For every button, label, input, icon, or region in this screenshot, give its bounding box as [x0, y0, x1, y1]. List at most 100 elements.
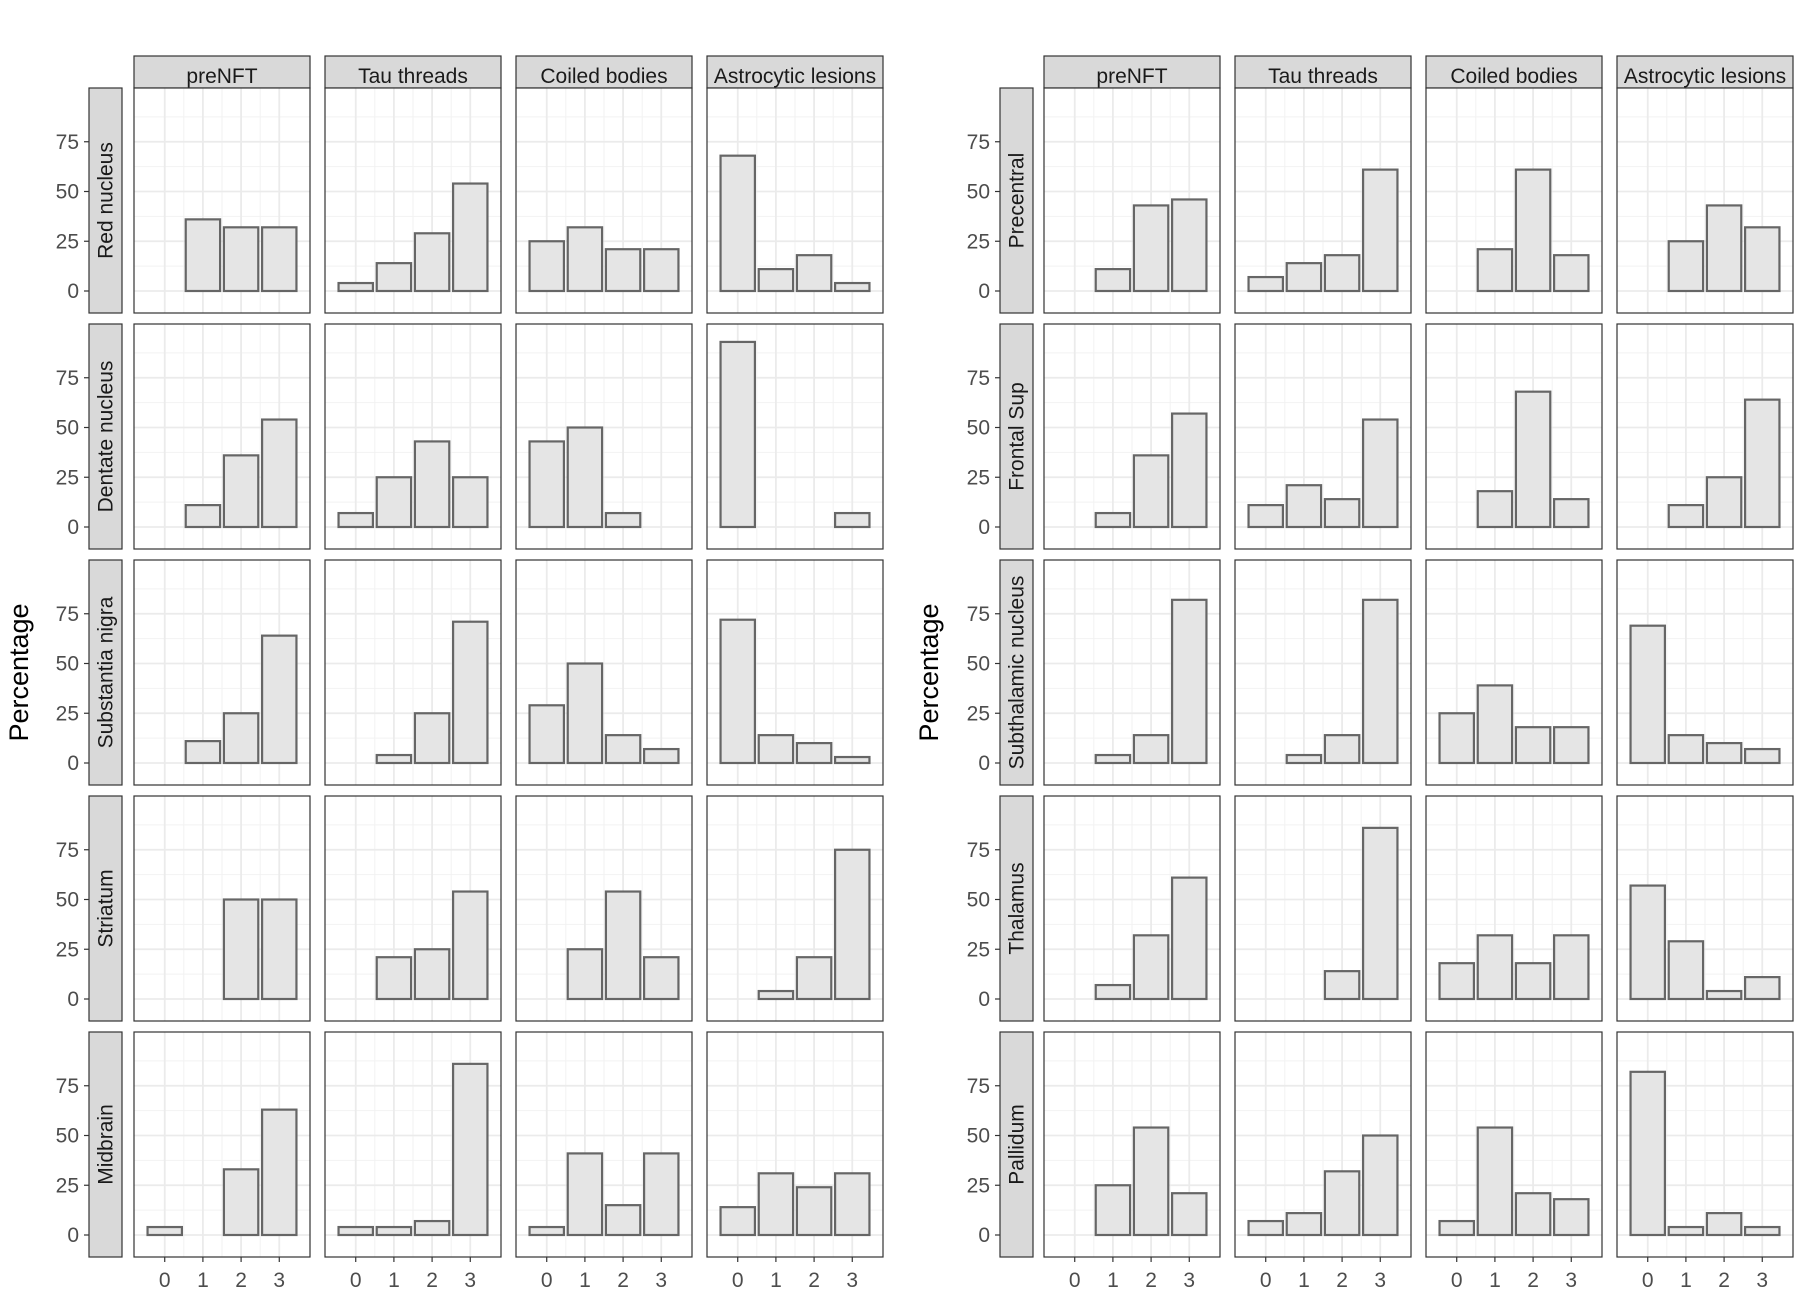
y-tick-label: 50: [967, 417, 990, 440]
bar: [1476, 684, 1514, 765]
y-tick-label: 25: [56, 938, 79, 961]
y-tick-label: 75: [967, 131, 990, 154]
bar: [1132, 1126, 1170, 1237]
bar: [1132, 204, 1170, 293]
panel: [324, 559, 502, 786]
bar: [1743, 226, 1781, 293]
panel: [324, 795, 502, 1022]
bar: [1094, 268, 1132, 293]
row-strip: [999, 559, 1034, 786]
bar: [833, 848, 871, 1001]
column-label: Tau threads: [358, 65, 468, 88]
bar: [1170, 598, 1208, 765]
y-tick-label: 75: [967, 367, 990, 390]
bar: [795, 956, 833, 1001]
x-tick-label: 0: [1642, 1269, 1654, 1292]
panel: [515, 795, 693, 1022]
y-axis-title: Percentage: [914, 603, 944, 741]
bar: [719, 340, 757, 529]
column-strip: [1043, 55, 1221, 89]
bar: [1285, 262, 1323, 293]
row-label: Midbrain: [95, 1104, 118, 1185]
x-tick-label: 1: [197, 1269, 209, 1292]
bar: [222, 454, 260, 529]
panel-border: [706, 795, 884, 1022]
bar: [833, 281, 871, 293]
y-tick-label: 25: [56, 230, 79, 253]
bar: [1552, 254, 1590, 293]
bar: [1438, 962, 1476, 1001]
bar: [719, 618, 757, 765]
bar: [1132, 734, 1170, 765]
bar: [833, 1172, 871, 1237]
panel-border: [706, 559, 884, 786]
bar: [757, 1172, 795, 1237]
bar: [1667, 1225, 1705, 1237]
panel-border: [1043, 87, 1221, 314]
bar: [1552, 726, 1590, 765]
panel: [1234, 795, 1412, 1022]
bar: [375, 1225, 413, 1237]
panel: [1616, 795, 1794, 1022]
panel: [1425, 87, 1603, 314]
panel: [133, 87, 311, 314]
bar: [566, 662, 604, 765]
bar: [1170, 198, 1208, 293]
bar: [642, 956, 680, 1001]
y-tick-label: 25: [967, 466, 990, 489]
panel-border: [515, 1031, 693, 1258]
panel-border: [1234, 1031, 1412, 1258]
bar: [1285, 1212, 1323, 1237]
bar: [1247, 275, 1285, 293]
bar: [528, 240, 566, 293]
y-tick-label: 0: [67, 516, 79, 539]
x-tick-label: 1: [1489, 1269, 1501, 1292]
panel: [1425, 323, 1603, 550]
x-tick-label: 3: [1183, 1269, 1195, 1292]
column-label: Tau threads: [1268, 65, 1378, 88]
column-strip: [133, 55, 311, 89]
bar: [1476, 1126, 1514, 1237]
panel: [706, 795, 884, 1022]
panel-border: [1616, 87, 1794, 314]
panel: [1234, 87, 1412, 314]
bar: [1438, 712, 1476, 765]
bar: [795, 254, 833, 293]
panel-border: [324, 559, 502, 786]
row-strip: [999, 795, 1034, 1022]
bar: [604, 511, 642, 529]
y-tick-label: 0: [67, 280, 79, 303]
panel-border: [1234, 87, 1412, 314]
bar: [1323, 1170, 1361, 1237]
y-tick-label: 0: [978, 280, 990, 303]
bar: [1705, 1212, 1743, 1237]
bar: [1170, 876, 1208, 1001]
x-tick-label: 2: [235, 1269, 247, 1292]
bar: [451, 620, 489, 765]
panel-border: [1234, 323, 1412, 550]
bar: [1743, 398, 1781, 529]
bar: [833, 511, 871, 529]
bar: [260, 634, 298, 765]
row-label: Precentral: [1006, 153, 1029, 249]
y-axis-title: Percentage: [4, 603, 34, 741]
bar: [604, 734, 642, 765]
y-tick-label: 25: [967, 938, 990, 961]
bar: [1705, 989, 1743, 1001]
x-tick-label: 0: [350, 1269, 362, 1292]
panel: [133, 559, 311, 786]
bar: [1247, 1219, 1285, 1237]
bar: [1476, 490, 1514, 529]
bar: [1094, 511, 1132, 529]
y-tick-label: 25: [967, 702, 990, 725]
bar: [1323, 254, 1361, 293]
bar: [451, 1062, 489, 1237]
bar: [1361, 598, 1399, 765]
bar: [757, 989, 795, 1001]
bar: [1361, 168, 1399, 293]
x-tick-label: 1: [1680, 1269, 1692, 1292]
bar: [1667, 940, 1705, 1001]
panel-border: [133, 795, 311, 1022]
bar: [1361, 1134, 1399, 1237]
bar: [1170, 1192, 1208, 1237]
